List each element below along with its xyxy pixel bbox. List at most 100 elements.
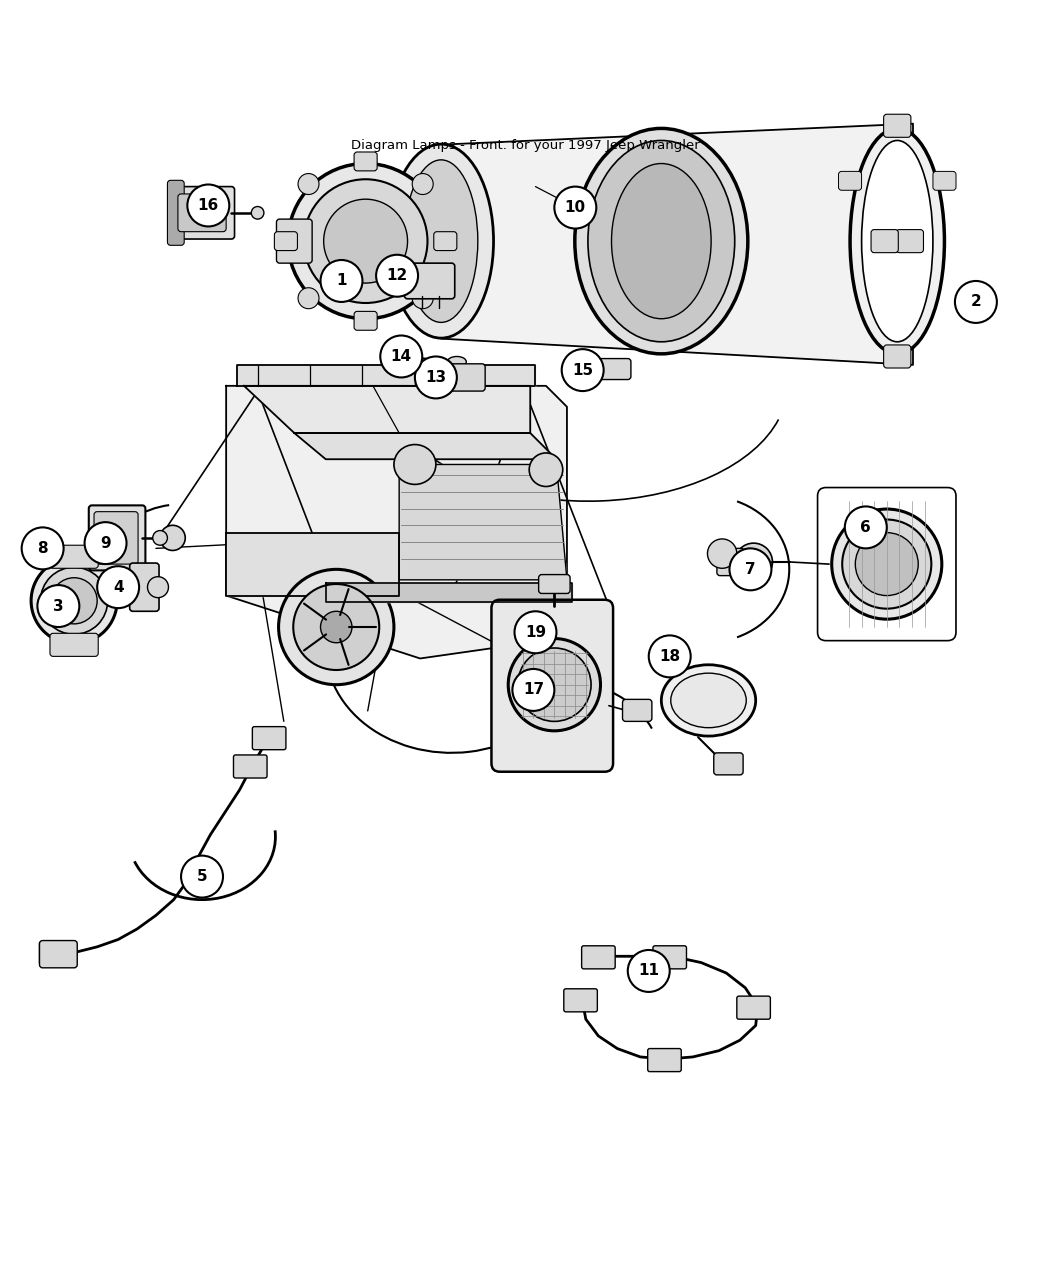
FancyBboxPatch shape [170,186,234,238]
Circle shape [954,280,996,323]
Circle shape [22,528,64,570]
Circle shape [160,525,185,551]
Text: 9: 9 [100,536,111,551]
Circle shape [730,548,772,590]
Circle shape [38,585,80,627]
FancyBboxPatch shape [354,311,377,330]
Text: 8: 8 [38,541,48,556]
Polygon shape [399,464,567,580]
Ellipse shape [671,673,747,728]
Ellipse shape [850,129,944,354]
FancyBboxPatch shape [897,230,923,252]
FancyBboxPatch shape [623,700,652,722]
Circle shape [298,173,319,195]
FancyBboxPatch shape [653,946,687,969]
Ellipse shape [447,357,466,367]
FancyBboxPatch shape [129,564,159,611]
Ellipse shape [574,129,748,354]
Text: 17: 17 [523,682,544,697]
Circle shape [649,635,691,677]
Circle shape [147,576,168,598]
Circle shape [187,185,229,227]
Circle shape [152,530,167,546]
Text: 4: 4 [112,580,124,594]
Ellipse shape [862,140,932,342]
Ellipse shape [832,509,942,620]
FancyBboxPatch shape [539,575,570,593]
Text: 10: 10 [565,200,586,215]
Ellipse shape [611,163,711,319]
Ellipse shape [518,648,591,722]
FancyBboxPatch shape [714,752,743,775]
Text: 18: 18 [659,649,680,664]
Circle shape [320,260,362,302]
FancyBboxPatch shape [564,989,597,1012]
Circle shape [413,173,434,195]
FancyBboxPatch shape [40,942,74,965]
Text: 12: 12 [386,268,407,283]
FancyBboxPatch shape [89,505,145,570]
FancyBboxPatch shape [177,194,226,232]
Circle shape [415,357,457,398]
FancyBboxPatch shape [252,727,286,750]
Ellipse shape [288,163,443,319]
Text: 14: 14 [391,349,412,363]
Circle shape [512,669,554,711]
Text: 6: 6 [860,520,871,536]
Circle shape [181,856,223,898]
Ellipse shape [320,611,352,643]
Ellipse shape [323,199,407,283]
FancyBboxPatch shape [274,232,297,251]
FancyBboxPatch shape [434,232,457,251]
FancyBboxPatch shape [391,347,418,366]
Circle shape [514,611,556,653]
FancyBboxPatch shape [40,941,78,968]
Ellipse shape [278,570,394,685]
Ellipse shape [41,567,108,635]
FancyBboxPatch shape [404,263,455,298]
Ellipse shape [303,180,427,303]
FancyBboxPatch shape [276,219,312,263]
FancyBboxPatch shape [737,996,771,1019]
Text: Diagram Lamps - Front. for your 1997 Jeep Wrangler: Diagram Lamps - Front. for your 1997 Jee… [351,139,699,153]
Ellipse shape [529,453,563,487]
FancyBboxPatch shape [598,358,631,380]
FancyBboxPatch shape [582,946,615,969]
Polygon shape [294,434,556,459]
Text: 7: 7 [746,562,756,576]
Circle shape [98,566,139,608]
Text: 11: 11 [638,964,659,978]
Ellipse shape [842,519,931,608]
Circle shape [251,207,264,219]
Circle shape [413,288,434,309]
FancyBboxPatch shape [94,511,138,564]
Ellipse shape [51,578,98,623]
Circle shape [380,335,422,377]
Text: 5: 5 [196,870,207,884]
Polygon shape [244,386,530,434]
Ellipse shape [394,445,436,484]
Ellipse shape [293,584,379,669]
Text: 1: 1 [336,273,346,288]
Circle shape [85,523,127,564]
Ellipse shape [404,159,478,323]
FancyBboxPatch shape [884,115,911,138]
FancyBboxPatch shape [933,171,956,190]
Text: 15: 15 [572,362,593,377]
FancyBboxPatch shape [354,152,377,171]
FancyBboxPatch shape [491,599,613,771]
Circle shape [845,506,887,548]
FancyBboxPatch shape [884,346,911,368]
FancyBboxPatch shape [167,180,184,245]
Circle shape [708,539,737,569]
Circle shape [562,358,583,380]
Ellipse shape [508,639,601,731]
Ellipse shape [662,664,756,736]
Circle shape [376,255,418,297]
Text: 3: 3 [54,598,64,613]
FancyBboxPatch shape [449,363,485,391]
Ellipse shape [388,144,494,338]
Circle shape [298,288,319,309]
Circle shape [735,543,773,581]
Circle shape [562,349,604,391]
